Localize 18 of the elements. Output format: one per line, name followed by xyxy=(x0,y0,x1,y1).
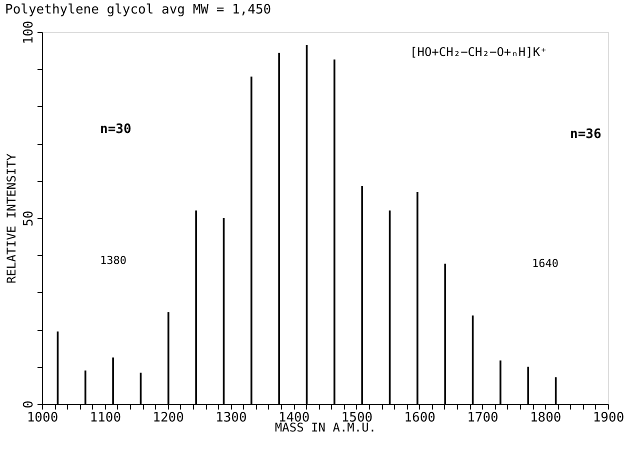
annotation: [HO+CH₂−CH₂−O+ₙH]K⁺ xyxy=(410,45,548,59)
x-tick-label: 1800 xyxy=(530,410,562,426)
x-tick-label: 1300 xyxy=(216,410,247,426)
y-tick-label: 0 xyxy=(22,400,36,408)
x-tick-label: 1700 xyxy=(467,410,498,426)
x-tick-label: 1100 xyxy=(90,410,122,426)
annotation: n=30 xyxy=(100,122,132,137)
y-tick-label: 50 xyxy=(22,210,36,226)
annotation: 1640 xyxy=(532,257,558,270)
chart-title: Polyethylene glycol avg MW = 1,450 xyxy=(5,2,272,18)
x-tick-label: 1000 xyxy=(26,410,58,426)
annotation: n=36 xyxy=(570,127,602,142)
x-tick-label: 1600 xyxy=(404,410,436,426)
y-tick-label: 100 xyxy=(22,20,36,44)
x-tick-label: 1900 xyxy=(592,410,624,426)
y-axis-title: RELATIVE INTENSITY xyxy=(4,152,18,284)
x-tick-label: 1200 xyxy=(152,410,184,426)
annotation: 1380 xyxy=(100,254,126,267)
